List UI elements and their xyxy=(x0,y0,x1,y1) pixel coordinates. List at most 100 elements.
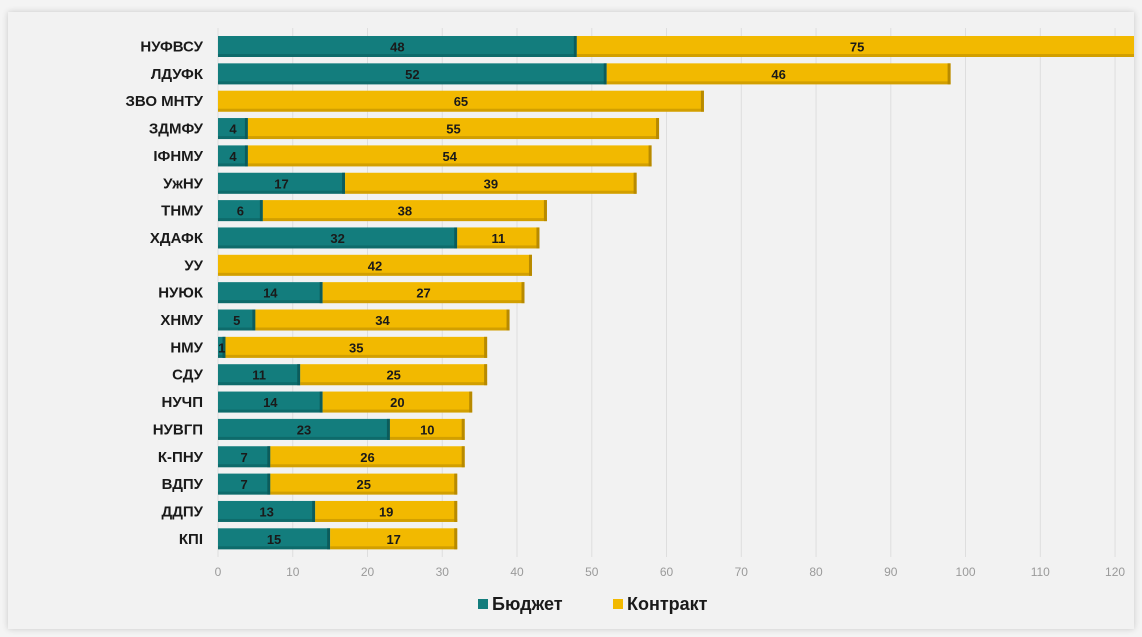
bar-segment-budget xyxy=(218,309,256,331)
bar-segment-edge xyxy=(267,473,271,495)
bar-segment-shade xyxy=(457,245,540,249)
bar-segment-edge xyxy=(536,227,540,249)
bar-segment-edge xyxy=(543,200,547,222)
data-label: 11 xyxy=(491,231,505,246)
bar-segment-edge xyxy=(506,309,510,331)
category-label: ТНМУ xyxy=(161,203,203,220)
x-tick-label: 30 xyxy=(436,565,450,579)
x-tick-label: 120 xyxy=(1105,565,1125,579)
bar-segment-shade xyxy=(218,163,248,167)
data-label: 27 xyxy=(416,286,430,301)
bar-segment-contract xyxy=(270,473,458,495)
bar-segment-contract xyxy=(247,145,652,167)
bar-segment-budget xyxy=(218,36,577,57)
category-label: ДДПУ xyxy=(162,503,204,520)
legend: Бюджет Контракт xyxy=(478,594,708,614)
bar-segment-shade xyxy=(218,518,316,522)
data-label: 42 xyxy=(368,258,382,273)
data-label: 20 xyxy=(390,395,404,410)
category-label: ХДАФК xyxy=(150,230,204,247)
data-label: 38 xyxy=(398,204,412,219)
bar-segment-shade xyxy=(247,163,652,167)
bar-segment-budget xyxy=(218,145,248,167)
x-axis-ticks: 0 10 20 30 40 50 60 70 80 90 100 110 120 xyxy=(215,565,1126,579)
data-label: 25 xyxy=(386,368,400,383)
bar-segment-edge xyxy=(603,63,607,85)
bar-segment-shade xyxy=(218,272,532,276)
bar-segment-budget xyxy=(218,391,323,413)
bar-segment-shade xyxy=(225,354,488,358)
category-label: ЗДМФУ xyxy=(149,121,204,138)
bar-segment-contract xyxy=(270,446,465,468)
bar-segment-shade xyxy=(218,354,226,358)
bar-segment-budget xyxy=(218,200,263,222)
bar-segment-contract xyxy=(225,336,488,358)
bar-segment-edge xyxy=(656,118,660,140)
bar-segment-edge xyxy=(252,309,256,331)
bar-segment-edge xyxy=(454,473,458,495)
category-label: ІФНМУ xyxy=(153,148,203,165)
data-label: 48 xyxy=(390,40,404,55)
category-label: НУЮК xyxy=(158,285,204,302)
bar-segment-budget xyxy=(218,118,248,140)
bar-segment-edge xyxy=(319,391,323,413)
bar-segment-edge xyxy=(244,145,248,167)
data-label: 25 xyxy=(357,477,371,492)
stacked-bar-chart: 48 75 52 46 65 4 55 4 54 17 39 6 38 32 11 42 14 27 5 34 1 35 1… xyxy=(125,28,1134,614)
data-label: 35 xyxy=(349,340,363,355)
data-label: 65 xyxy=(454,94,468,109)
bar-segment-edge xyxy=(573,36,577,57)
category-label: НМУ xyxy=(170,339,203,356)
bar-segment-contract xyxy=(345,172,637,194)
bar-segment-contract xyxy=(255,309,510,331)
bar-segment-contract xyxy=(606,63,951,85)
bar-segment-contract xyxy=(247,118,660,140)
bar-segment-edge xyxy=(461,446,465,468)
data-label: 14 xyxy=(263,395,278,410)
category-label: ЗВО МНТУ xyxy=(125,93,203,110)
bar-segment-contract xyxy=(322,391,473,413)
bar-segment-shade xyxy=(218,218,263,222)
bar-segment-contract xyxy=(457,227,540,249)
data-label: 1 xyxy=(218,340,225,355)
bar-segment-budget xyxy=(218,172,346,194)
data-label: 32 xyxy=(330,231,344,246)
x-tick-label: 80 xyxy=(809,565,823,579)
bar-segment-edge xyxy=(648,145,652,167)
category-label: УжНУ xyxy=(163,175,204,192)
bar-segment-shade xyxy=(218,409,323,413)
data-label: 15 xyxy=(267,532,281,547)
bar-segment-edge xyxy=(633,172,637,194)
x-tick-label: 10 xyxy=(286,565,300,579)
x-tick-label: 100 xyxy=(956,565,976,579)
bar-segment-shade xyxy=(345,190,637,194)
bar-segment-contract xyxy=(330,528,458,550)
chart-frame: 48 75 52 46 65 4 55 4 54 17 39 6 38 32 11 42 14 27 5 34 1 35 1… xyxy=(8,12,1134,629)
data-label: 5 xyxy=(233,313,240,328)
data-label: 52 xyxy=(405,67,419,82)
bar-segment-edge xyxy=(484,336,488,358)
bar-segment-budget xyxy=(218,227,458,249)
data-label: 7 xyxy=(241,450,248,465)
bar-segment-shade xyxy=(218,54,577,57)
bar-segment-contract xyxy=(218,254,532,276)
x-tick-label: 90 xyxy=(884,565,898,579)
bar-segment-edge xyxy=(244,118,248,140)
bar-segment-budget xyxy=(218,336,226,358)
category-label: УУ xyxy=(184,257,203,274)
bar-segment-shade xyxy=(322,300,525,304)
data-label: 10 xyxy=(420,422,434,437)
bar-segment-shade xyxy=(262,218,547,222)
bar-segment-shade xyxy=(606,81,951,85)
bar-segment-shade xyxy=(218,546,331,550)
bar-segment-shade xyxy=(218,436,390,440)
category-label: ЛДУФК xyxy=(151,66,204,83)
category-label: НУФВСУ xyxy=(140,39,203,56)
bar-segment-shade xyxy=(270,464,465,468)
data-label: 34 xyxy=(375,313,390,328)
bar-segment-edge xyxy=(484,364,488,386)
bars: 48 75 52 46 65 4 55 4 54 17 39 6 38 32 11 42 14 27 5 34 1 35 1… xyxy=(218,36,1134,550)
bar-segment-budget xyxy=(218,364,301,386)
bar-segment-edge xyxy=(386,418,390,440)
data-label: 23 xyxy=(297,422,311,437)
